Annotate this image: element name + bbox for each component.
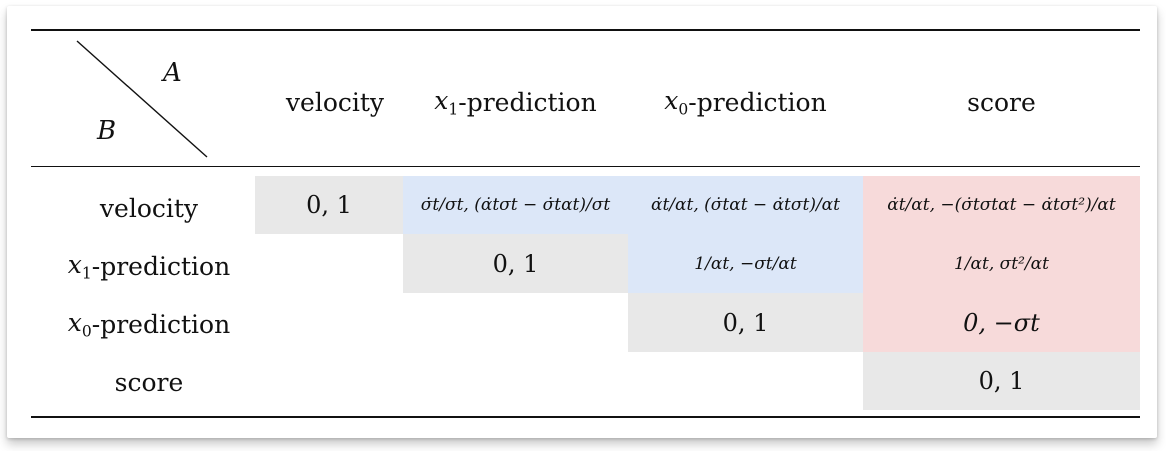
col-header-score: score xyxy=(967,87,1036,117)
top-rule xyxy=(31,29,1140,31)
col-header-velocity: velocity xyxy=(285,87,385,117)
cell-velocity-velocity: 0, 1 xyxy=(255,176,403,234)
cell-x0-score: 0, −σt xyxy=(863,293,1140,352)
row-label-x0-prediction: x0 -prediction xyxy=(67,307,231,341)
cell-velocity-score: α̇t/αt, −(σ̇tσtαt − α̇tσt²)/αt xyxy=(863,176,1140,234)
header-rule xyxy=(31,166,1140,167)
col-header-x1-prediction: x1 -prediction xyxy=(434,85,597,119)
cell-score-score: 0, 1 xyxy=(863,352,1140,410)
cell-x1-score: 1/αt, σt²/αt xyxy=(863,234,1140,293)
row-label-velocity: velocity xyxy=(99,193,199,223)
cell-velocity-x0: α̇t/αt, (σ̇tαt − α̇tσt)/αt xyxy=(628,176,863,234)
corner-label-a: A xyxy=(163,58,182,88)
cell-velocity-x1: σ̇t/σt, (α̇tσt − σ̇tαt)/σt xyxy=(403,176,628,234)
corner-label-b: B xyxy=(97,116,117,146)
cell-x0-x0: 0, 1 xyxy=(628,293,863,352)
row-label-score: score xyxy=(114,367,184,397)
cell-x1-x0: 1/αt, −σt/αt xyxy=(628,234,863,293)
col-header-x0-prediction: x0 -prediction xyxy=(664,85,827,119)
bottom-rule xyxy=(31,416,1140,418)
row-label-x1-prediction: x1 -prediction xyxy=(67,249,231,283)
cell-x1-x1: 0, 1 xyxy=(403,234,628,293)
